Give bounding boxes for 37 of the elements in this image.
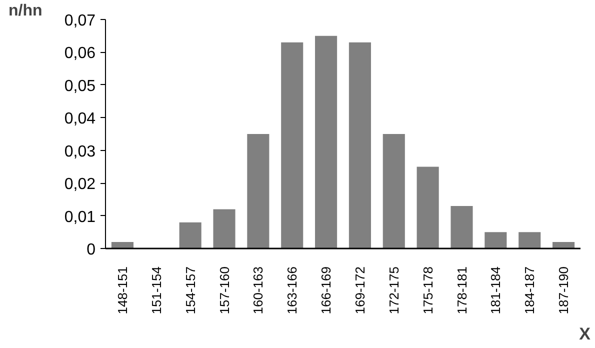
bar xyxy=(179,222,202,248)
bar xyxy=(484,232,507,248)
bar xyxy=(281,42,304,248)
bar xyxy=(348,42,371,248)
x-tick-label: 166-169 xyxy=(318,266,334,314)
x-tick-label: 151-154 xyxy=(148,266,164,314)
y-axis-title: n/hn xyxy=(8,2,42,20)
x-axis-title: X xyxy=(579,324,592,344)
x-tick-label: 160-163 xyxy=(250,266,266,314)
x-tick-label: 163-166 xyxy=(284,266,300,314)
y-tick-label: 0,03 xyxy=(64,143,96,160)
y-tick-label: 0,02 xyxy=(64,176,96,194)
bar xyxy=(552,242,575,248)
bar xyxy=(315,36,338,248)
bar xyxy=(416,166,439,248)
y-tick-label: 0 xyxy=(86,242,96,258)
x-tick-label: 172-175 xyxy=(386,266,402,314)
x-tick-label: 187-190 xyxy=(556,266,572,314)
x-tick-label: 148-151 xyxy=(114,266,130,314)
bar xyxy=(450,206,473,248)
bar xyxy=(382,134,405,248)
x-tick-label: 178-181 xyxy=(454,266,470,314)
x-tick-label: 157-160 xyxy=(216,266,232,314)
bar xyxy=(518,232,541,248)
x-tick-label: 184-187 xyxy=(522,266,538,314)
y-tick-label: 0,04 xyxy=(64,110,96,128)
y-tick-label: 0,01 xyxy=(64,208,96,226)
x-tick-label: 181-184 xyxy=(488,266,504,314)
bar xyxy=(111,242,134,248)
y-tick-label: 0,05 xyxy=(64,78,96,95)
x-tick-label: 169-172 xyxy=(352,266,368,314)
y-tick-label: 0,07 xyxy=(64,12,96,30)
x-tick-label: 175-178 xyxy=(420,266,436,314)
bar xyxy=(213,209,236,248)
x-tick-label: 154-157 xyxy=(182,266,198,314)
y-tick-label: 0,06 xyxy=(64,45,96,62)
bar xyxy=(247,134,270,248)
